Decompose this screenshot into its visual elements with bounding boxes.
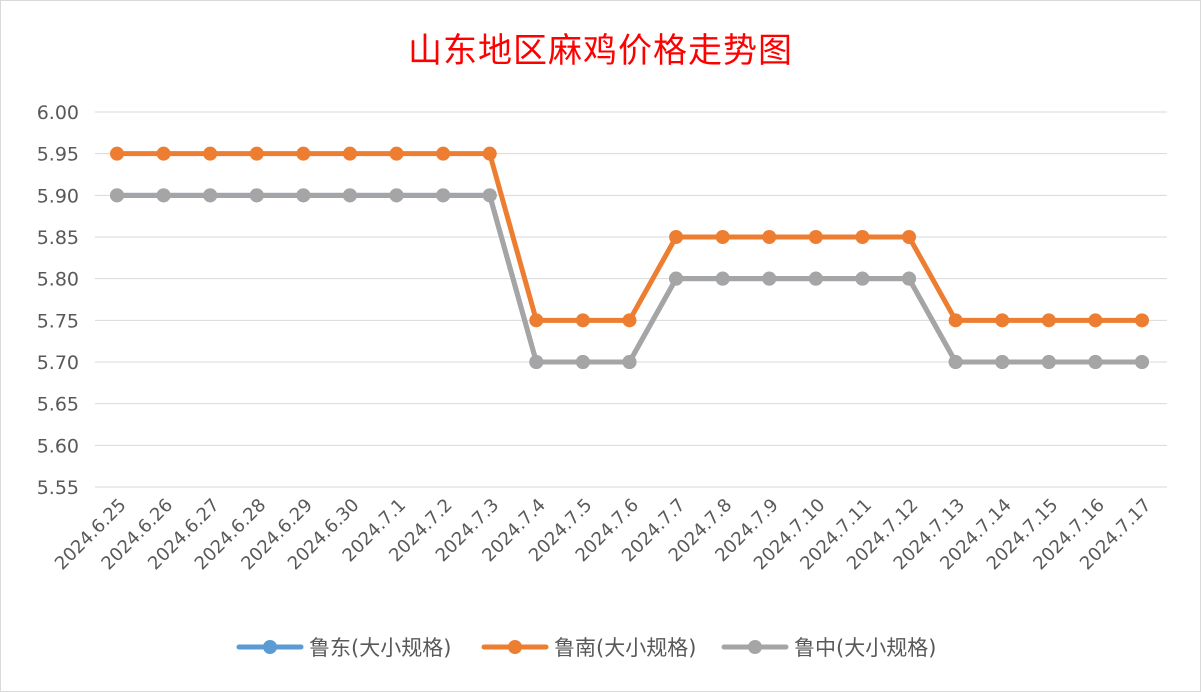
y-tick-label: 5.65 [37,394,79,416]
data-point [1041,355,1056,369]
legend-swatch-marker [263,640,277,654]
data-point [156,146,171,161]
legend-label: 鲁中(大小规格) [794,636,936,660]
data-point [902,230,917,244]
data-point [995,355,1010,369]
series-3 [110,188,1149,369]
y-tick-label: 5.75 [37,310,79,332]
data-point [622,355,637,369]
data-point [715,230,730,244]
data-point [808,230,823,244]
x-axis-ticks: 2024.6.252024.6.262024.6.272024.6.282024… [51,495,1156,575]
data-point [715,271,730,286]
chart-title: 山东地区麻鸡价格走势图 [408,31,793,71]
y-tick-label: 5.85 [37,227,79,249]
data-point [482,188,497,203]
data-point [296,146,311,161]
data-point [1088,355,1103,369]
data-point [203,188,218,203]
data-point [436,188,451,203]
y-tick-label: 5.55 [37,477,79,499]
y-tick-label: 6.00 [37,102,79,124]
legend-item[interactable]: 鲁东(大小规格) [236,636,451,660]
data-point [342,188,357,203]
data-point [110,188,124,203]
data-point [249,146,264,161]
data-point [529,313,544,328]
y-tick-label: 5.90 [37,185,79,207]
y-tick-label: 5.60 [37,435,79,457]
data-point [1135,313,1149,328]
legend-label: 鲁南(大小规格) [554,636,696,660]
data-point [948,355,963,369]
data-point [855,271,870,286]
data-point [995,313,1010,328]
y-axis-ticks: 5.55 5.60 5.65 5.70 5.75 5.80 5.85 5.90 5.95 6.00 [37,102,79,499]
data-point [389,188,404,203]
data-point [1041,313,1056,328]
data-point [436,146,451,161]
data-point [249,188,264,203]
legend-swatch-marker [508,640,522,654]
data-point [296,188,311,203]
series-2 [110,146,1149,328]
data-point [669,230,684,244]
y-tick-label: 5.95 [37,144,79,166]
data-point [156,188,171,203]
data-point [575,313,590,328]
y-tick-label: 5.80 [37,269,79,291]
data-point [762,230,777,244]
data-point [482,146,497,161]
data-point [855,230,870,244]
data-point [575,355,590,369]
y-tick-label: 5.70 [37,352,79,374]
data-point [110,146,124,161]
data-point [622,313,637,328]
data-point [902,271,917,286]
legend-item[interactable]: 鲁南(大小规格) [481,636,696,660]
data-point [389,146,404,161]
data-point [669,271,684,286]
legend-item[interactable]: 鲁中(大小规格) [721,636,936,660]
data-point [342,146,357,161]
legend-swatch-marker [748,640,762,654]
legend: 鲁东(大小规格) 鲁南(大小规格) 鲁中(大小规格) [236,636,936,660]
data-point [808,271,823,286]
data-point [762,271,777,286]
data-point [529,355,544,369]
data-point [948,313,963,328]
gridlines [95,111,1167,488]
data-point [203,146,218,161]
legend-label: 鲁东(大小规格) [309,636,451,660]
data-point [1135,355,1149,369]
series-lines [110,146,1149,369]
data-point [1088,313,1103,328]
